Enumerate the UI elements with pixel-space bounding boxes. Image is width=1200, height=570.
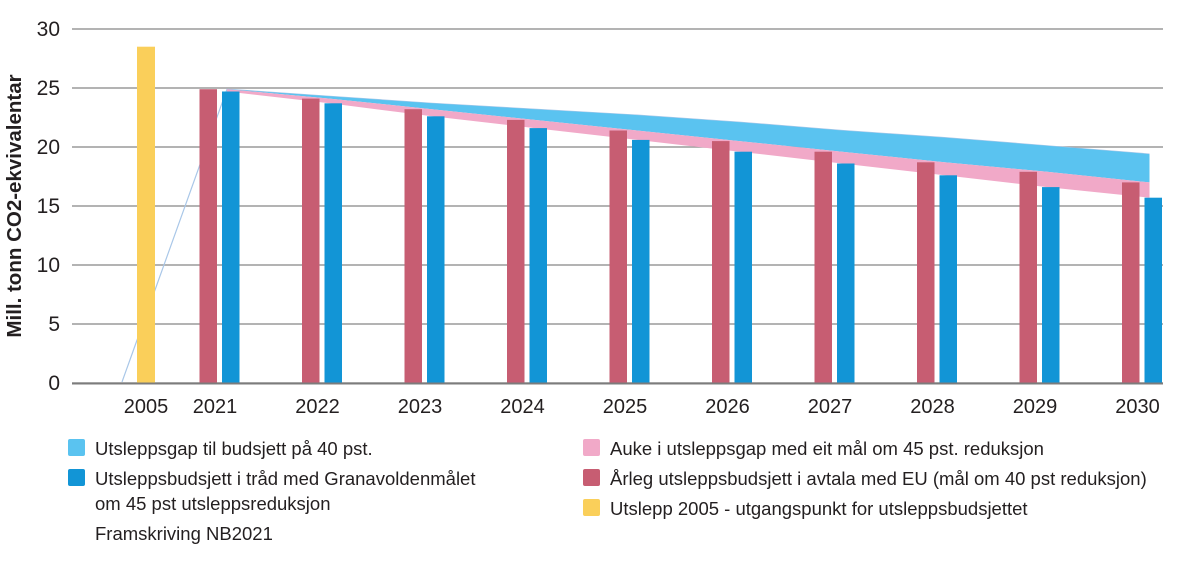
bar-budget-45-2027 [837, 163, 855, 383]
x-tick-2024: 2024 [500, 396, 545, 418]
legend-label-emissions-2005: Utslepp 2005 - utgangspunkt for utslepps… [610, 498, 1028, 520]
gap-40-area [227, 89, 1150, 183]
y-tick-15: 15 [37, 195, 60, 218]
legend-swatch-budget-45-icon [68, 469, 85, 487]
bar-budget-40-2029 [1019, 171, 1037, 383]
bar-budget-45-2029 [1042, 187, 1060, 383]
x-tick-2028: 2028 [910, 396, 955, 418]
legend-label-budget-45: Utsleppsbudsjett i tråd med Granavoldenm… [95, 468, 476, 515]
y-tick-0: 0 [48, 372, 60, 395]
bar-budget-45-2028 [939, 175, 957, 383]
x-tick-2005: 2005 [124, 396, 169, 418]
bar-budget-45-2026 [734, 151, 752, 383]
y-tick-25: 25 [37, 77, 60, 100]
bar-budget-40-2021 [199, 89, 217, 383]
bar-budget-45-2025 [632, 139, 650, 383]
legend-item-gap-40: Utsleppsgap til budsjett på 40 pst. [68, 436, 548, 461]
x-tick-2030: 2030 [1115, 396, 1160, 418]
bar-budget-40-2027 [814, 151, 832, 383]
x-tick-2022: 2022 [295, 396, 340, 418]
bar-budget-45-2030 [1144, 197, 1162, 383]
x-tick-2023: 2023 [398, 396, 443, 418]
legend-item-gap-45: Auke i utsleppsgap med eit mål om 45 pst… [583, 436, 1193, 461]
legend-label-gap-45: Auke i utsleppsgap med eit mål om 45 pst… [610, 438, 1044, 459]
y-axis-title: Mill. tonn CO2-ekvivalentar [3, 74, 26, 337]
x-tick-2021: 2021 [193, 396, 238, 418]
legend-swatch-emissions-2005-icon [583, 499, 600, 517]
y-tick-5: 5 [48, 313, 60, 336]
bar-budget-40-2030 [1122, 182, 1140, 383]
x-tick-2027: 2027 [808, 396, 853, 418]
legend-item-budget-40: Årleg utsleppsbudsjett i avtala med EU (… [583, 466, 1193, 491]
x-tick-2026: 2026 [705, 396, 750, 418]
y-tick-20: 20 [37, 136, 60, 159]
bar-budget-40-2025 [609, 130, 627, 383]
bar-emissions-2005-2005 [137, 46, 155, 383]
legend-swatch-gap-40-icon [68, 439, 85, 456]
legend-column-left: Utsleppsgap til budsjett på 40 pst. Utsl… [68, 436, 548, 552]
bar-budget-45-2024 [529, 128, 547, 383]
legend-item-projection: Framskriving NB2021 [68, 521, 548, 546]
legend-item-emissions-2005: Utslepp 2005 - utgangspunkt for utslepps… [583, 496, 1193, 521]
bar-budget-45-2022 [324, 103, 342, 384]
legend-label-gap-40: Utsleppsgap til budsjett på 40 pst. [95, 438, 373, 459]
x-tick-2025: 2025 [603, 396, 648, 418]
bar-budget-45-2023 [427, 116, 445, 384]
bar-budget-40-2022 [302, 98, 320, 383]
bar-budget-40-2024 [507, 119, 525, 384]
legend-column-right: Auke i utsleppsgap med eit mål om 45 pst… [583, 436, 1193, 526]
y-tick-10: 10 [37, 254, 60, 277]
y-tick-30: 30 [37, 18, 60, 41]
legend-swatch-budget-40-icon [583, 469, 600, 487]
co2-budget-chart: Mill. tonn CO2-ekvivalentar 051015202530… [3, 18, 1163, 418]
legend-label-budget-40: Årleg utsleppsbudsjett i avtala med EU (… [610, 468, 1147, 490]
chart-legend: Utsleppsgap til budsjett på 40 pst. Utsl… [0, 430, 1200, 570]
bar-budget-45-2021 [222, 91, 240, 383]
bar-budget-40-2023 [404, 109, 422, 383]
legend-label-projection: Framskriving NB2021 [95, 523, 273, 545]
legend-swatch-gap-45-icon [583, 439, 600, 456]
x-tick-2029: 2029 [1013, 396, 1058, 418]
bar-budget-40-2028 [917, 162, 935, 383]
bar-budget-40-2026 [712, 141, 730, 383]
legend-item-budget-45: Utsleppsbudsjett i tråd med Granavoldenm… [68, 466, 548, 516]
